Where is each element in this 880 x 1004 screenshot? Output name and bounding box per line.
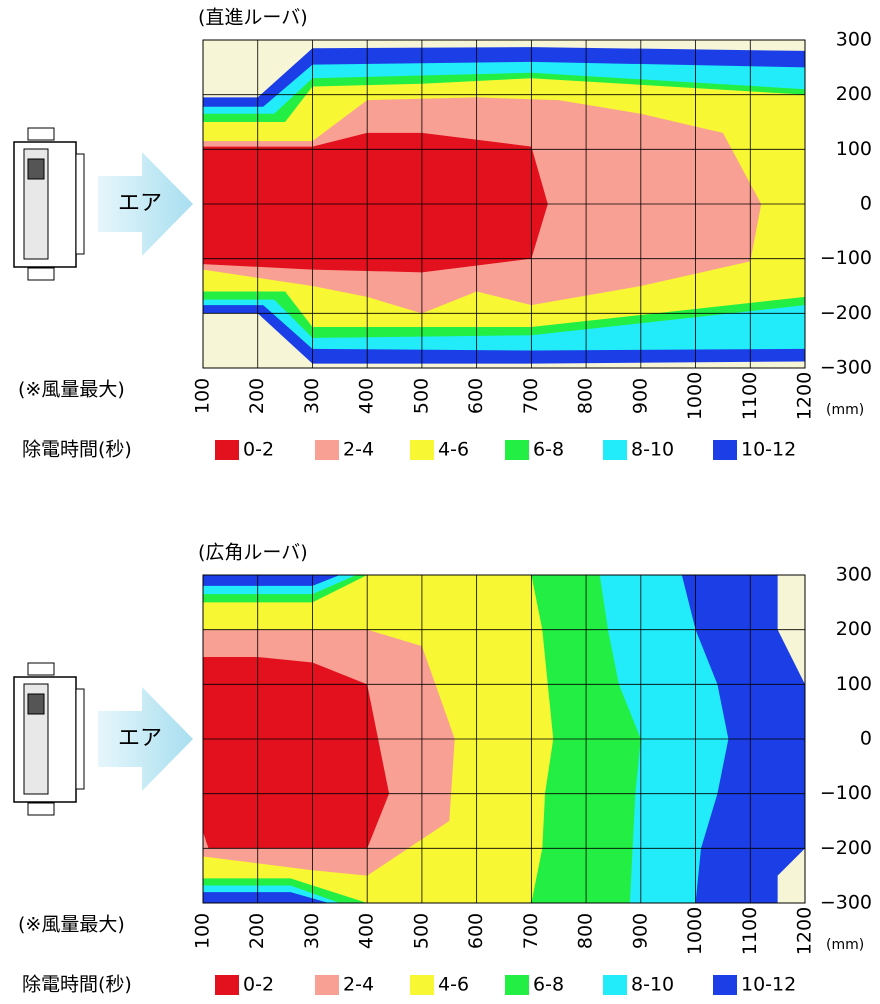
legend-title: 除電時間(秒) (22, 439, 132, 461)
legend-title: 除電時間(秒) (22, 974, 132, 996)
device-bottom (27, 267, 55, 281)
device-side (75, 688, 85, 790)
y-tick-label: 100 (836, 673, 872, 695)
legend-label: 8-10 (631, 974, 674, 996)
x-tick-label: 500 (410, 913, 432, 949)
device-bottom (27, 802, 55, 816)
x-unit: (mm) (826, 937, 864, 953)
x-tick-label: 400 (356, 913, 378, 949)
x-tick-label: 200 (246, 913, 268, 949)
note: (※風量最大) (18, 379, 125, 401)
legend-label: 0-2 (243, 974, 274, 996)
air-label: エア (118, 726, 162, 751)
x-tick-label: 1000 (684, 907, 706, 955)
plot-frame (202, 574, 806, 904)
legend-swatch (713, 975, 737, 995)
x-tick-label: 700 (520, 913, 542, 949)
x-tick-label: 1100 (739, 907, 761, 955)
legend-label: 6-8 (533, 974, 564, 996)
y-tick-label: 100 (836, 138, 872, 160)
legend-label: 0-2 (243, 439, 274, 461)
device-window (27, 693, 45, 715)
legend-swatch (315, 440, 339, 460)
x-tick-label: 1200 (794, 372, 816, 420)
x-tick-label: 200 (246, 378, 268, 414)
x-tick-label: 1000 (684, 372, 706, 420)
legend-swatch (215, 975, 239, 995)
x-tick-label: 800 (575, 378, 597, 414)
y-tick-label: −300 (820, 357, 872, 379)
legend-label: 10-12 (741, 974, 796, 996)
legend-label: 4-6 (438, 974, 469, 996)
x-tick-label: 800 (575, 913, 597, 949)
legend-swatch (603, 975, 627, 995)
legend-swatch (505, 440, 529, 460)
legend-label: 8-10 (631, 439, 674, 461)
legend-label: 10-12 (741, 439, 796, 461)
contour-region (203, 657, 390, 849)
y-tick-label: −300 (820, 892, 872, 914)
chart-title: (直進ルーバ) (198, 7, 308, 29)
x-tick-label: 600 (465, 913, 487, 949)
y-tick-label: 0 (860, 728, 872, 750)
legend-label: 6-8 (533, 439, 564, 461)
x-tick-label: 100 (192, 913, 214, 949)
x-tick-label: 600 (465, 378, 487, 414)
contour-chart: (直進ルーバ)100 200 300 400 500 600 700 800 900 1000 11… (13, 7, 872, 461)
legend-swatch (603, 440, 627, 460)
plot-frame (202, 39, 806, 369)
y-tick-label: −200 (820, 302, 872, 324)
y-tick-label: 0 (860, 193, 872, 215)
x-tick-label: 700 (520, 378, 542, 414)
legend-label: 2-4 (343, 974, 374, 996)
x-unit: (mm) (826, 402, 864, 418)
contour-region (203, 132, 548, 273)
device-top (27, 662, 55, 676)
legend-swatch (410, 975, 434, 995)
note: (※風量最大) (18, 914, 125, 936)
x-tick-label: 900 (629, 378, 651, 414)
device-side (75, 153, 85, 255)
x-tick-label: 1100 (739, 372, 761, 420)
legend-swatch (215, 440, 239, 460)
y-tick-label: −200 (820, 837, 872, 859)
y-tick-label: 200 (836, 83, 872, 105)
y-tick-label: −100 (820, 782, 872, 804)
legend-label: 2-4 (343, 439, 374, 461)
air-label: エア (118, 191, 162, 216)
legend-label: 4-6 (438, 439, 469, 461)
air-arrow (98, 687, 193, 791)
contour-chart: (広角ルーバ)100 200 300 400 500 600 700 800 900 1000 11… (13, 542, 872, 996)
y-tick-label: −100 (820, 247, 872, 269)
legend-swatch (505, 975, 529, 995)
x-tick-label: 500 (410, 378, 432, 414)
x-tick-label: 300 (301, 913, 323, 949)
x-tick-label: 100 (192, 378, 214, 414)
y-tick-label: 300 (836, 29, 872, 51)
x-tick-label: 900 (629, 913, 651, 949)
device-window (27, 158, 45, 180)
chart-title: (広角ルーバ) (198, 542, 308, 564)
device-top (27, 127, 55, 141)
y-tick-label: 200 (836, 618, 872, 640)
legend-swatch (315, 975, 339, 995)
air-arrow (98, 152, 193, 256)
legend-swatch (410, 440, 434, 460)
x-tick-label: 1200 (794, 907, 816, 955)
x-tick-label: 300 (301, 378, 323, 414)
legend-swatch (713, 440, 737, 460)
y-tick-label: 300 (836, 564, 872, 586)
x-tick-label: 400 (356, 378, 378, 414)
